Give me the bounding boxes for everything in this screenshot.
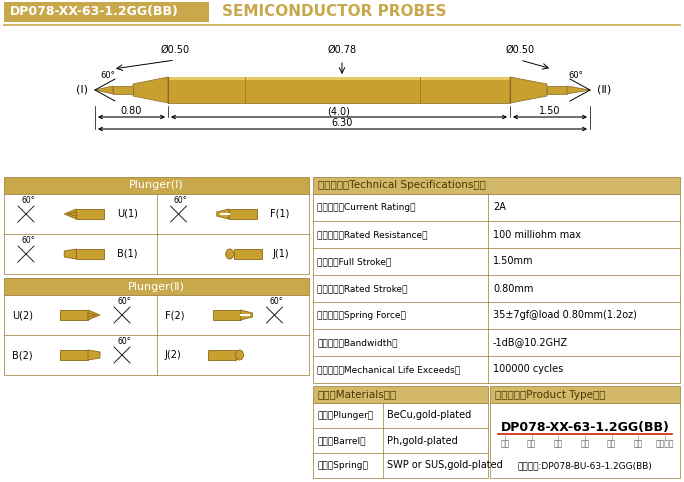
Polygon shape [64, 249, 76, 259]
Text: 技术要求（Technical Specifications）：: 技术要求（Technical Specifications）： [318, 180, 486, 190]
Polygon shape [547, 86, 567, 94]
Text: 0.80mm: 0.80mm [493, 283, 534, 294]
FancyBboxPatch shape [313, 403, 488, 478]
Text: 测试寿命（Mechanical Life Exceeds）: 测试寿命（Mechanical Life Exceeds） [317, 365, 460, 374]
Polygon shape [60, 310, 88, 320]
Text: 头型: 头型 [554, 440, 563, 448]
Text: BeCu,gold-plated: BeCu,gold-plated [387, 411, 471, 420]
Text: 60°: 60° [568, 70, 583, 80]
FancyBboxPatch shape [313, 177, 680, 194]
Text: DP078-XX-63-1.2GG(BB): DP078-XX-63-1.2GG(BB) [501, 421, 670, 434]
Text: U(1): U(1) [117, 209, 138, 219]
Text: 针头（Plunger）: 针头（Plunger） [317, 411, 373, 420]
Text: 1.50mm: 1.50mm [493, 256, 534, 267]
Polygon shape [88, 350, 100, 360]
Text: (4.0): (4.0) [328, 106, 350, 116]
FancyBboxPatch shape [313, 386, 488, 403]
Text: Ø0.50: Ø0.50 [505, 45, 535, 55]
FancyBboxPatch shape [4, 295, 309, 375]
Text: 2A: 2A [493, 202, 506, 213]
Text: U(2): U(2) [12, 310, 33, 320]
Text: Plunger(Ⅱ): Plunger(Ⅱ) [128, 281, 185, 292]
Text: Ph,gold-plated: Ph,gold-plated [387, 436, 458, 445]
Polygon shape [64, 209, 76, 219]
Text: 额定弹力（Spring Force）: 额定弹力（Spring Force） [317, 311, 406, 320]
FancyBboxPatch shape [4, 278, 309, 295]
Polygon shape [95, 86, 113, 94]
Text: 60°: 60° [174, 196, 187, 205]
Text: Ø0.78: Ø0.78 [328, 45, 356, 55]
Text: 60°: 60° [269, 297, 283, 306]
Polygon shape [510, 77, 547, 103]
Text: 满行程（Full Stroke）: 满行程（Full Stroke） [317, 257, 391, 266]
Text: 针头材质: 针头材质 [656, 440, 674, 448]
Polygon shape [168, 77, 510, 103]
Polygon shape [113, 86, 133, 94]
Text: 100000 cycles: 100000 cycles [493, 364, 563, 375]
Text: 系列: 系列 [501, 440, 510, 448]
Text: Ø0.50: Ø0.50 [161, 45, 189, 55]
FancyBboxPatch shape [490, 403, 680, 478]
Text: 60°: 60° [21, 236, 35, 245]
Text: SWP or SUS,gold-plated: SWP or SUS,gold-plated [387, 460, 503, 470]
FancyBboxPatch shape [313, 194, 680, 383]
Text: 0.80: 0.80 [121, 106, 142, 116]
Text: J(1): J(1) [273, 249, 289, 259]
Text: J(2): J(2) [164, 350, 181, 360]
Text: B(1): B(1) [117, 249, 137, 259]
Polygon shape [60, 350, 88, 360]
Text: 额定电阻（Rated Resistance）: 额定电阻（Rated Resistance） [317, 230, 428, 239]
Text: 订购举例:DP078-BU-63-1.2GG(BB): 订购举例:DP078-BU-63-1.2GG(BB) [518, 461, 653, 470]
Text: 6.30: 6.30 [332, 118, 353, 128]
Text: F(2): F(2) [164, 310, 184, 320]
Polygon shape [213, 310, 241, 320]
Text: 1.50: 1.50 [539, 106, 561, 116]
Text: 镜金: 镜金 [633, 440, 643, 448]
Polygon shape [76, 209, 104, 219]
Text: 100 milliohm max: 100 milliohm max [493, 229, 581, 240]
Polygon shape [217, 209, 228, 219]
Text: 弹簧（Spring）: 弹簧（Spring） [317, 461, 368, 470]
Polygon shape [567, 86, 590, 94]
Text: 总长: 总长 [581, 440, 590, 448]
Polygon shape [241, 310, 252, 320]
Text: (Ⅱ): (Ⅱ) [597, 85, 611, 95]
FancyBboxPatch shape [4, 194, 309, 274]
Ellipse shape [235, 350, 244, 360]
Text: 针管（Barrel）: 针管（Barrel） [317, 436, 365, 445]
FancyBboxPatch shape [490, 386, 680, 403]
Text: -1dB@10.2GHZ: -1dB@10.2GHZ [493, 337, 568, 348]
Polygon shape [133, 77, 168, 103]
Text: 60°: 60° [117, 297, 131, 306]
FancyBboxPatch shape [4, 177, 309, 194]
Text: 60°: 60° [117, 337, 131, 346]
Text: F(1): F(1) [269, 209, 289, 219]
Text: 60°: 60° [21, 196, 35, 205]
Text: 频率带宽（Bandwidth）: 频率带宽（Bandwidth） [317, 338, 397, 347]
Text: 规格: 规格 [527, 440, 536, 448]
Text: 60°: 60° [100, 70, 115, 80]
Polygon shape [234, 249, 262, 259]
Polygon shape [168, 77, 510, 80]
Text: 额定电流（Current Rating）: 额定电流（Current Rating） [317, 203, 415, 212]
Text: Plunger(Ⅰ): Plunger(Ⅰ) [129, 180, 184, 190]
Text: 弹力: 弹力 [607, 440, 616, 448]
Text: DP078-XX-63-1.2GG(BB): DP078-XX-63-1.2GG(BB) [10, 5, 179, 18]
Text: 成品型号（Product Type）：: 成品型号（Product Type）： [495, 389, 605, 400]
Polygon shape [88, 310, 100, 320]
Text: B(2): B(2) [12, 350, 33, 360]
Text: 材质（Materials）：: 材质（Materials）： [318, 389, 397, 400]
Text: (Ⅰ): (Ⅰ) [76, 85, 88, 95]
Text: SEMICONDUCTOR PROBES: SEMICONDUCTOR PROBES [222, 4, 447, 19]
Ellipse shape [226, 249, 234, 259]
Polygon shape [207, 350, 235, 360]
Text: 35±7gf@load 0.80mm(1.2oz): 35±7gf@load 0.80mm(1.2oz) [493, 310, 637, 321]
Text: 额定行程（Rated Stroke）: 额定行程（Rated Stroke） [317, 284, 408, 293]
FancyBboxPatch shape [4, 2, 209, 22]
Polygon shape [228, 209, 256, 219]
Polygon shape [76, 249, 104, 259]
